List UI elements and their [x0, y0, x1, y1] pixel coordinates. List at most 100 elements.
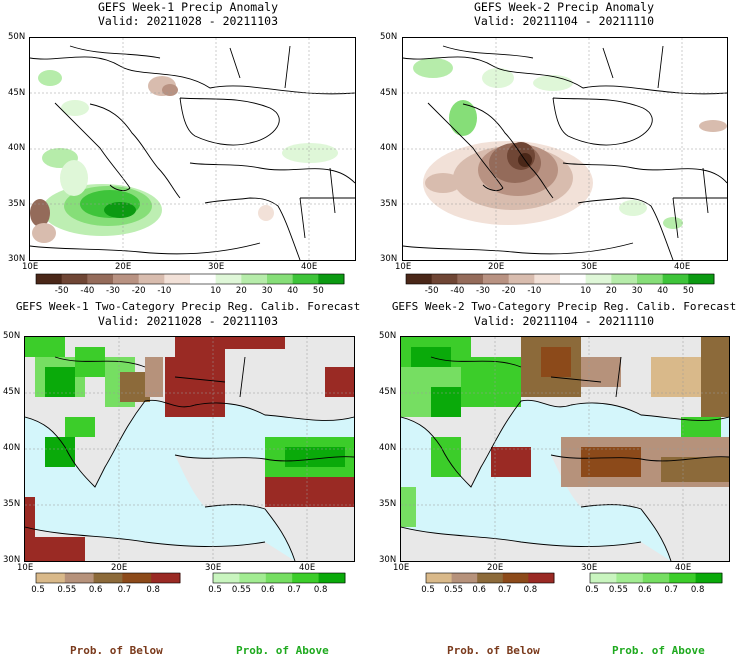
map-week2-anomaly [402, 37, 728, 261]
colorbar-swatch [695, 573, 723, 583]
map-svg [403, 38, 727, 260]
colorbar-swatch [426, 573, 453, 583]
colorbar-swatch [215, 274, 242, 284]
colorbar-label: 20 [235, 286, 247, 296]
colorbar-swatch [534, 274, 561, 284]
lat-tick: 40N [380, 143, 398, 153]
panel-week2-probability: GEFS Week-2 Two-Category Precip Reg. Cal… [376, 300, 752, 662]
above-colorbar: 0.5 0.55 0.6 0.7 0.8 [208, 572, 346, 595]
coastline-borders [25, 356, 354, 561]
colorbar-label: 0.8 [313, 585, 328, 595]
colorbar-swatch [61, 274, 88, 284]
lat-tick: 35N [3, 499, 21, 509]
lat-tick: 45N [379, 387, 397, 397]
colorbar-label: 0.55 [231, 585, 251, 595]
colorbar-swatch [113, 274, 140, 284]
anomaly-field [413, 58, 727, 229]
lat-tick: 35N [8, 199, 26, 209]
colorbar-label: -40 [450, 286, 465, 296]
panel-valid-dates: Valid: 20211104 - 20211110 [473, 314, 654, 328]
colorbar-border [589, 572, 723, 584]
lon-tick: 40E [299, 563, 316, 573]
lat-tick: 30N [380, 254, 398, 264]
colorbar-label: 10 [210, 286, 222, 296]
panel-title: GEFS Week-1 Precip Anomaly [97, 0, 278, 14]
map-week1-probability [24, 336, 355, 562]
colorbar-label: 0.6 [88, 585, 103, 595]
colorbar-label: 0.7 [498, 585, 512, 595]
colorbar-swatch [560, 274, 587, 284]
below-colorbar: 0.5 0.55 0.6 0.7 0.8 [421, 572, 555, 595]
lat-tick: 40N [379, 443, 397, 453]
lon-tick: 20E [488, 262, 505, 272]
colorbar-swatch [616, 573, 644, 583]
lat-tick: 40N [8, 143, 26, 153]
colorbar-label: 0.8 [146, 585, 160, 595]
colorbar-label: -20 [131, 286, 146, 296]
colorbar-label: 0.6 [472, 585, 486, 595]
panel-title: GEFS Week-2 Precip Anomaly [473, 0, 654, 14]
colorbar-label: 0.7 [117, 585, 132, 595]
lon-tick: 40E [675, 563, 692, 573]
prob-above-label: Prob. of Above [612, 644, 705, 657]
panel-valid-dates: Valid: 20211028 - 20211103 [97, 314, 278, 328]
colorbar-label: -30 [476, 286, 490, 296]
colorbar-swatch [406, 274, 433, 284]
colorbar-svg [589, 572, 723, 584]
colorbar-svg [212, 572, 346, 584]
colorbar-svg [35, 572, 181, 584]
colorbar-swatch [122, 573, 152, 583]
lat-tick: 30N [379, 555, 397, 565]
colorbar-swatch [292, 573, 320, 583]
colorbar-swatch [477, 573, 504, 583]
colorbar-swatch [267, 274, 294, 284]
colorbar-label: 50 [312, 286, 324, 296]
lat-tick: 50N [8, 32, 26, 42]
lat-tick: 35N [380, 199, 398, 209]
colorbar-swatch [213, 573, 240, 583]
colorbar-border [212, 572, 346, 584]
colorbar-label: 0.55 [57, 585, 77, 595]
lat-tick: 30N [8, 254, 26, 264]
colorbar-label: -40 [80, 286, 95, 296]
coastline-borders [403, 45, 727, 260]
colorbar-label: 0.5 [31, 585, 45, 595]
panel-title: GEFS Week-1 Two-Category Precip Reg. Cal… [15, 300, 361, 313]
colorbar-swatch [528, 573, 555, 583]
colorbar-svg [35, 273, 345, 285]
colorbar-svg [425, 572, 555, 584]
lon-tick: 20E [487, 563, 504, 573]
lat-tick: 45N [8, 88, 26, 98]
lon-tick: 40E [301, 262, 318, 272]
colorbar-swatch [642, 573, 670, 583]
probability-field [25, 337, 354, 561]
colorbar-swatch [138, 274, 165, 284]
anomaly-colorbar: -50 -40 -30 -20 -10 10 20 30 40 50 [405, 273, 715, 296]
prob-below-label: Prob. of Below [447, 644, 540, 657]
lon-tick: 40E [674, 262, 691, 272]
panel-week2-anomaly: GEFS Week-2 Precip Anomaly Valid: 202111… [376, 0, 752, 300]
lat-tick: 45N [3, 387, 21, 397]
colorbar-swatch [64, 573, 95, 583]
colorbar-swatch [662, 274, 689, 284]
lat-tick: 50N [379, 331, 397, 341]
map-svg [25, 337, 354, 561]
colorbar-border [35, 572, 181, 584]
colorbar-label: 20 [605, 286, 617, 296]
colorbar-label: 0.7 [664, 585, 678, 595]
colorbar-swatch [318, 274, 345, 284]
coastline-borders [30, 45, 355, 260]
map-week1-anomaly [29, 37, 356, 261]
colorbar-swatch [669, 573, 697, 583]
graticule [25, 337, 354, 561]
colorbar-swatch [457, 274, 484, 284]
colorbar-label: 0.8 [690, 585, 705, 595]
prob-above-label: Prob. of Above [236, 644, 329, 657]
panel-week1-probability: GEFS Week-1 Two-Category Precip Reg. Cal… [0, 300, 376, 662]
colorbar-label: -50 [424, 286, 439, 296]
colorbar-swatch [502, 573, 529, 583]
prob-below-label: Prob. of Below [70, 644, 163, 657]
colorbar-label: -10 [527, 286, 542, 296]
colorbar-label: 0.6 [261, 585, 275, 595]
lat-tick: 50N [380, 32, 398, 42]
